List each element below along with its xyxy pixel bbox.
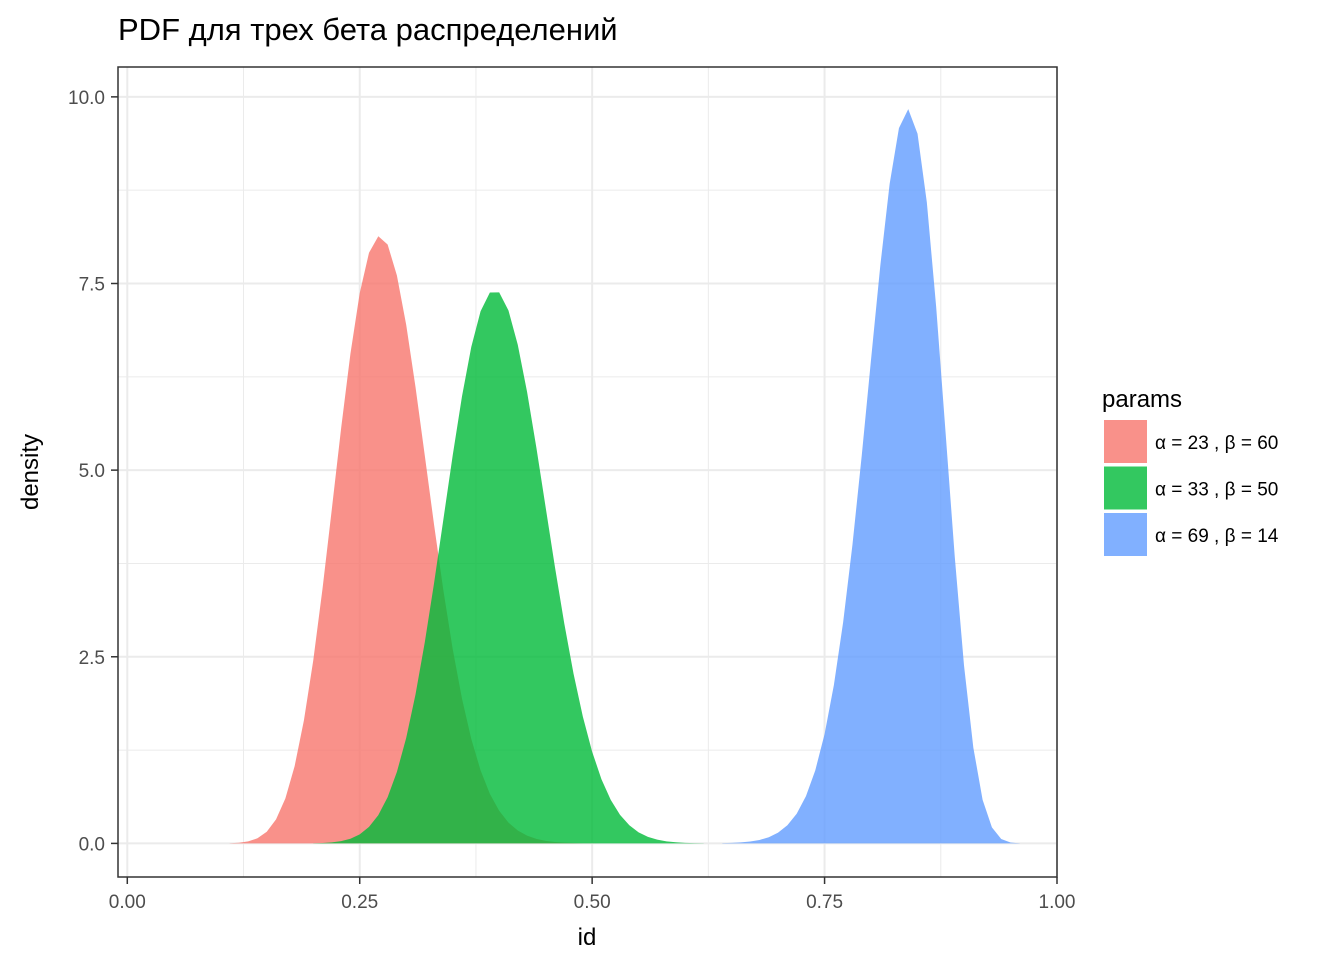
chart-title: PDF для трех бета распределений xyxy=(118,12,618,47)
panel-border xyxy=(117,66,1058,878)
legend-key-3 xyxy=(1104,513,1147,556)
y-tick-label: 0.0 xyxy=(79,834,105,855)
y-axis-title: density xyxy=(17,434,44,510)
legend-title: params xyxy=(1102,386,1182,413)
x-tick-label: 0.25 xyxy=(341,892,378,913)
density-areas xyxy=(229,109,1020,844)
density-area-1 xyxy=(229,236,611,844)
y-tick-label: 2.5 xyxy=(79,648,105,669)
legend-label-2: α = 33 , β = 50 xyxy=(1155,480,1278,501)
y-tick-label: 10.0 xyxy=(68,88,105,109)
y-tick-label: 7.5 xyxy=(79,274,105,295)
density-area-2 xyxy=(313,292,704,844)
plot-panel xyxy=(117,66,1058,878)
x-axis: 0.00 0.25 0.50 0.75 1.00 xyxy=(109,877,1076,913)
density-area-3 xyxy=(722,109,1020,844)
legend-label-1: α = 23 , β = 60 xyxy=(1155,433,1278,454)
y-tick-label: 5.0 xyxy=(79,461,105,482)
legend-key-1 xyxy=(1104,420,1147,463)
x-tick-label: 0.75 xyxy=(806,892,843,913)
x-tick-label: 1.00 xyxy=(1039,892,1076,913)
legend: params α = 23 , β = 60 α = 33 , β = 50 α =… xyxy=(1102,386,1279,556)
x-tick-label: 0.00 xyxy=(109,892,146,913)
x-axis-title: id xyxy=(578,924,597,951)
legend-key-2 xyxy=(1104,466,1147,510)
x-tick-label: 0.50 xyxy=(574,892,611,913)
legend-label-3: α = 69 , β = 14 xyxy=(1155,526,1279,547)
y-axis: 0.0 2.5 5.0 7.5 10.0 xyxy=(68,88,118,855)
